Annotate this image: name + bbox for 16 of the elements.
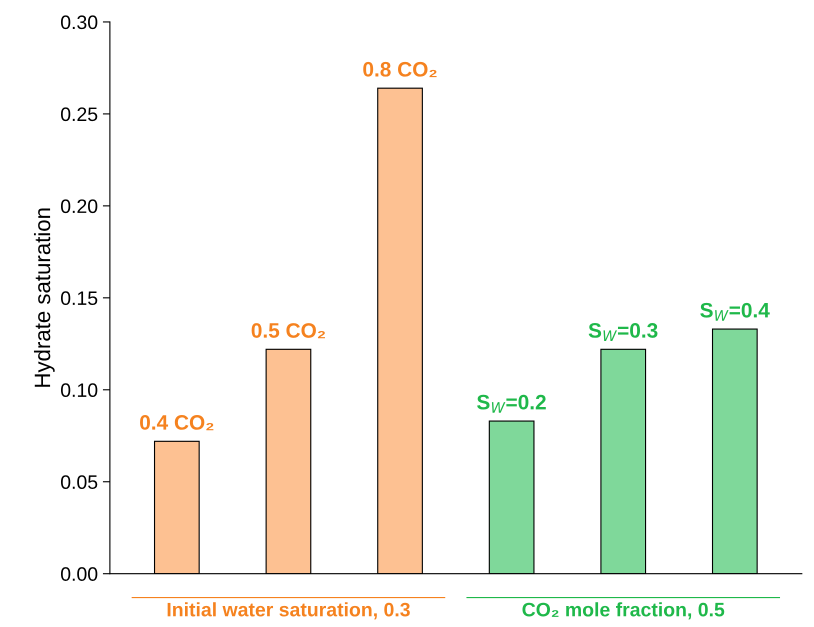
y-tick-label: 0.25 <box>61 107 98 122</box>
x-tick-label: S$_{W}$=0.4 <box>700 302 770 321</box>
x-tick-label: 0.5 CO₂ <box>252 323 325 338</box>
y-tick-label: 0.15 <box>61 291 98 306</box>
x-tick-label: S$_{W}$=0.2 <box>477 394 546 413</box>
text: Initial water saturation, 0.3 <box>168 602 410 620</box>
y-tick-label: 0.20 <box>61 199 98 214</box>
y-axis-title: Hydrate saturation <box>34 208 55 387</box>
y-tick-label: 0.30 <box>61 15 98 30</box>
x-tick-label: 0.8 CO₂ <box>363 62 437 78</box>
text: CO₂ mole fraction, 0.5 <box>522 602 724 620</box>
y-tick-label: 0.00 <box>61 567 98 581</box>
x-tick-label: S$_{W}$=0.3 <box>588 323 658 342</box>
y-tick-label: 0.05 <box>61 475 98 489</box>
x-tick-label: 0.4 CO₂ <box>140 415 214 430</box>
y-tick-label: 0.10 <box>61 383 98 398</box>
